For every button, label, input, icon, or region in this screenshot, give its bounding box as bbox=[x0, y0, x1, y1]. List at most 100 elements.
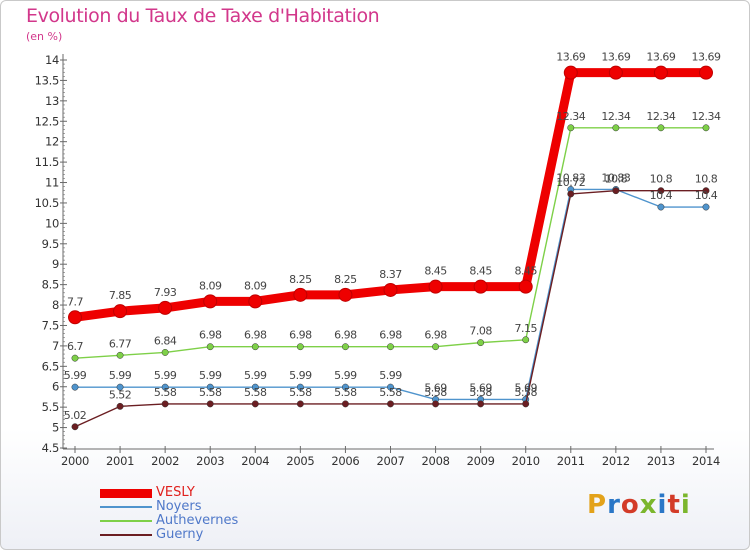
logo-letter: i bbox=[680, 490, 691, 520]
x-tick-label: 2000 bbox=[61, 454, 89, 468]
logo-letter: x bbox=[639, 490, 658, 520]
data-label: 6.98 bbox=[424, 329, 447, 342]
data-label: 5.99 bbox=[379, 369, 402, 382]
data-label: 5.69 bbox=[424, 381, 447, 394]
chart-subtitle: (en %) bbox=[26, 30, 63, 43]
y-tick-label: 12.5 bbox=[35, 114, 59, 128]
data-point bbox=[206, 343, 214, 351]
x-tick-label: 2002 bbox=[151, 454, 179, 468]
data-label: 5.58 bbox=[244, 386, 267, 399]
data-point bbox=[657, 124, 665, 132]
data-label: 5.69 bbox=[469, 381, 492, 394]
data-label: 5.58 bbox=[379, 386, 402, 399]
y-tick-label: 13 bbox=[45, 94, 59, 108]
data-label: 12.34 bbox=[556, 110, 585, 123]
series-line-authevernes bbox=[74, 127, 706, 359]
data-point bbox=[161, 383, 169, 391]
y-tick-label: 14 bbox=[45, 53, 59, 67]
data-label: 10.4 bbox=[650, 189, 673, 202]
y-tick-label: 7.5 bbox=[42, 318, 59, 332]
x-tick-label: 2001 bbox=[106, 454, 134, 468]
data-point bbox=[518, 279, 533, 294]
data-label: 10.72 bbox=[556, 176, 585, 189]
data-label: 5.58 bbox=[199, 386, 222, 399]
x-tick-label: 2013 bbox=[647, 454, 675, 468]
data-point bbox=[383, 282, 398, 297]
data-point bbox=[387, 343, 394, 351]
data-label: 12.34 bbox=[646, 110, 675, 123]
data-label: 7.08 bbox=[469, 325, 492, 338]
data-point bbox=[338, 287, 353, 302]
x-tick-label: 2006 bbox=[331, 454, 359, 468]
proxiti-logo: Proxiti bbox=[587, 490, 691, 520]
data-point bbox=[387, 383, 394, 391]
y-tick-label: 10 bbox=[45, 216, 59, 230]
data-label: 13.69 bbox=[556, 51, 585, 64]
x-tick-label: 2008 bbox=[422, 454, 450, 468]
data-label: 5.99 bbox=[244, 369, 267, 382]
legend-label: Guerny bbox=[156, 527, 204, 542]
x-tick-label: 2009 bbox=[467, 454, 495, 468]
data-point bbox=[702, 203, 710, 211]
legend-item-authevernes: Authevernes bbox=[100, 514, 238, 528]
data-point bbox=[206, 400, 214, 408]
data-label: 8.37 bbox=[379, 268, 402, 281]
logo-letter: P bbox=[587, 490, 608, 520]
data-point bbox=[251, 383, 259, 391]
data-point bbox=[206, 383, 214, 391]
x-tick-label: 2003 bbox=[196, 454, 224, 468]
data-point bbox=[657, 187, 665, 195]
data-point bbox=[203, 294, 218, 309]
y-tick-label: 6.5 bbox=[42, 359, 59, 373]
data-label: 6.77 bbox=[109, 337, 132, 350]
data-label: 5.58 bbox=[154, 386, 177, 399]
legend-label: Noyers bbox=[156, 499, 202, 514]
data-label: 5.58 bbox=[424, 386, 447, 399]
x-tick-label: 2004 bbox=[241, 454, 269, 468]
y-tick-label: 8 bbox=[52, 298, 59, 312]
data-point bbox=[71, 423, 79, 431]
axes: 4.5 5 5.5 6 6.5 7 7.5 8 8.5 9 9.5 10 10.5 11 11.5 12 12.… bbox=[35, 53, 721, 468]
data-point bbox=[293, 287, 308, 302]
data-label: 10.4 bbox=[695, 189, 718, 202]
data-label: 10.83 bbox=[601, 171, 630, 184]
data-label: 13.69 bbox=[692, 51, 721, 64]
data-point bbox=[296, 400, 304, 408]
data-point bbox=[71, 354, 79, 362]
data-label: 7.15 bbox=[514, 322, 537, 335]
data-label: 7.85 bbox=[109, 289, 132, 302]
data-point bbox=[116, 383, 124, 391]
data-label: 5.52 bbox=[109, 388, 132, 401]
data-label: 5.02 bbox=[64, 409, 87, 422]
legend-item-vesly: VESLY bbox=[100, 486, 238, 500]
data-point bbox=[116, 402, 124, 410]
data-label: 7.93 bbox=[154, 286, 177, 299]
data-label: 5.58 bbox=[334, 386, 357, 399]
data-label: 8.09 bbox=[199, 279, 222, 292]
data-point bbox=[387, 400, 394, 408]
y-tick-label: 5.5 bbox=[42, 400, 59, 414]
y-tick-label: 10.5 bbox=[35, 196, 59, 210]
x-tick-label: 2010 bbox=[512, 454, 540, 468]
y-tick-label: 9 bbox=[52, 257, 59, 271]
data-point bbox=[567, 124, 575, 132]
data-label: 6.7 bbox=[67, 340, 83, 353]
data-label: 5.58 bbox=[289, 386, 312, 399]
data-point bbox=[477, 400, 485, 408]
y-tick-label: 7 bbox=[52, 339, 59, 353]
data-label: 10.8 bbox=[605, 173, 628, 186]
logo-letter: i bbox=[657, 490, 668, 520]
data-point bbox=[428, 279, 443, 294]
y-tick-label: 9.5 bbox=[42, 237, 59, 251]
y-tick-label: 13.5 bbox=[35, 73, 59, 87]
data-label: 6.98 bbox=[199, 329, 222, 342]
data-point bbox=[432, 400, 440, 408]
y-tick-label: 11 bbox=[45, 176, 59, 190]
data-point bbox=[71, 383, 79, 391]
data-label: 5.99 bbox=[64, 369, 87, 382]
data-label: 13.69 bbox=[646, 51, 675, 64]
data-point bbox=[248, 294, 263, 309]
data-point bbox=[251, 343, 259, 351]
